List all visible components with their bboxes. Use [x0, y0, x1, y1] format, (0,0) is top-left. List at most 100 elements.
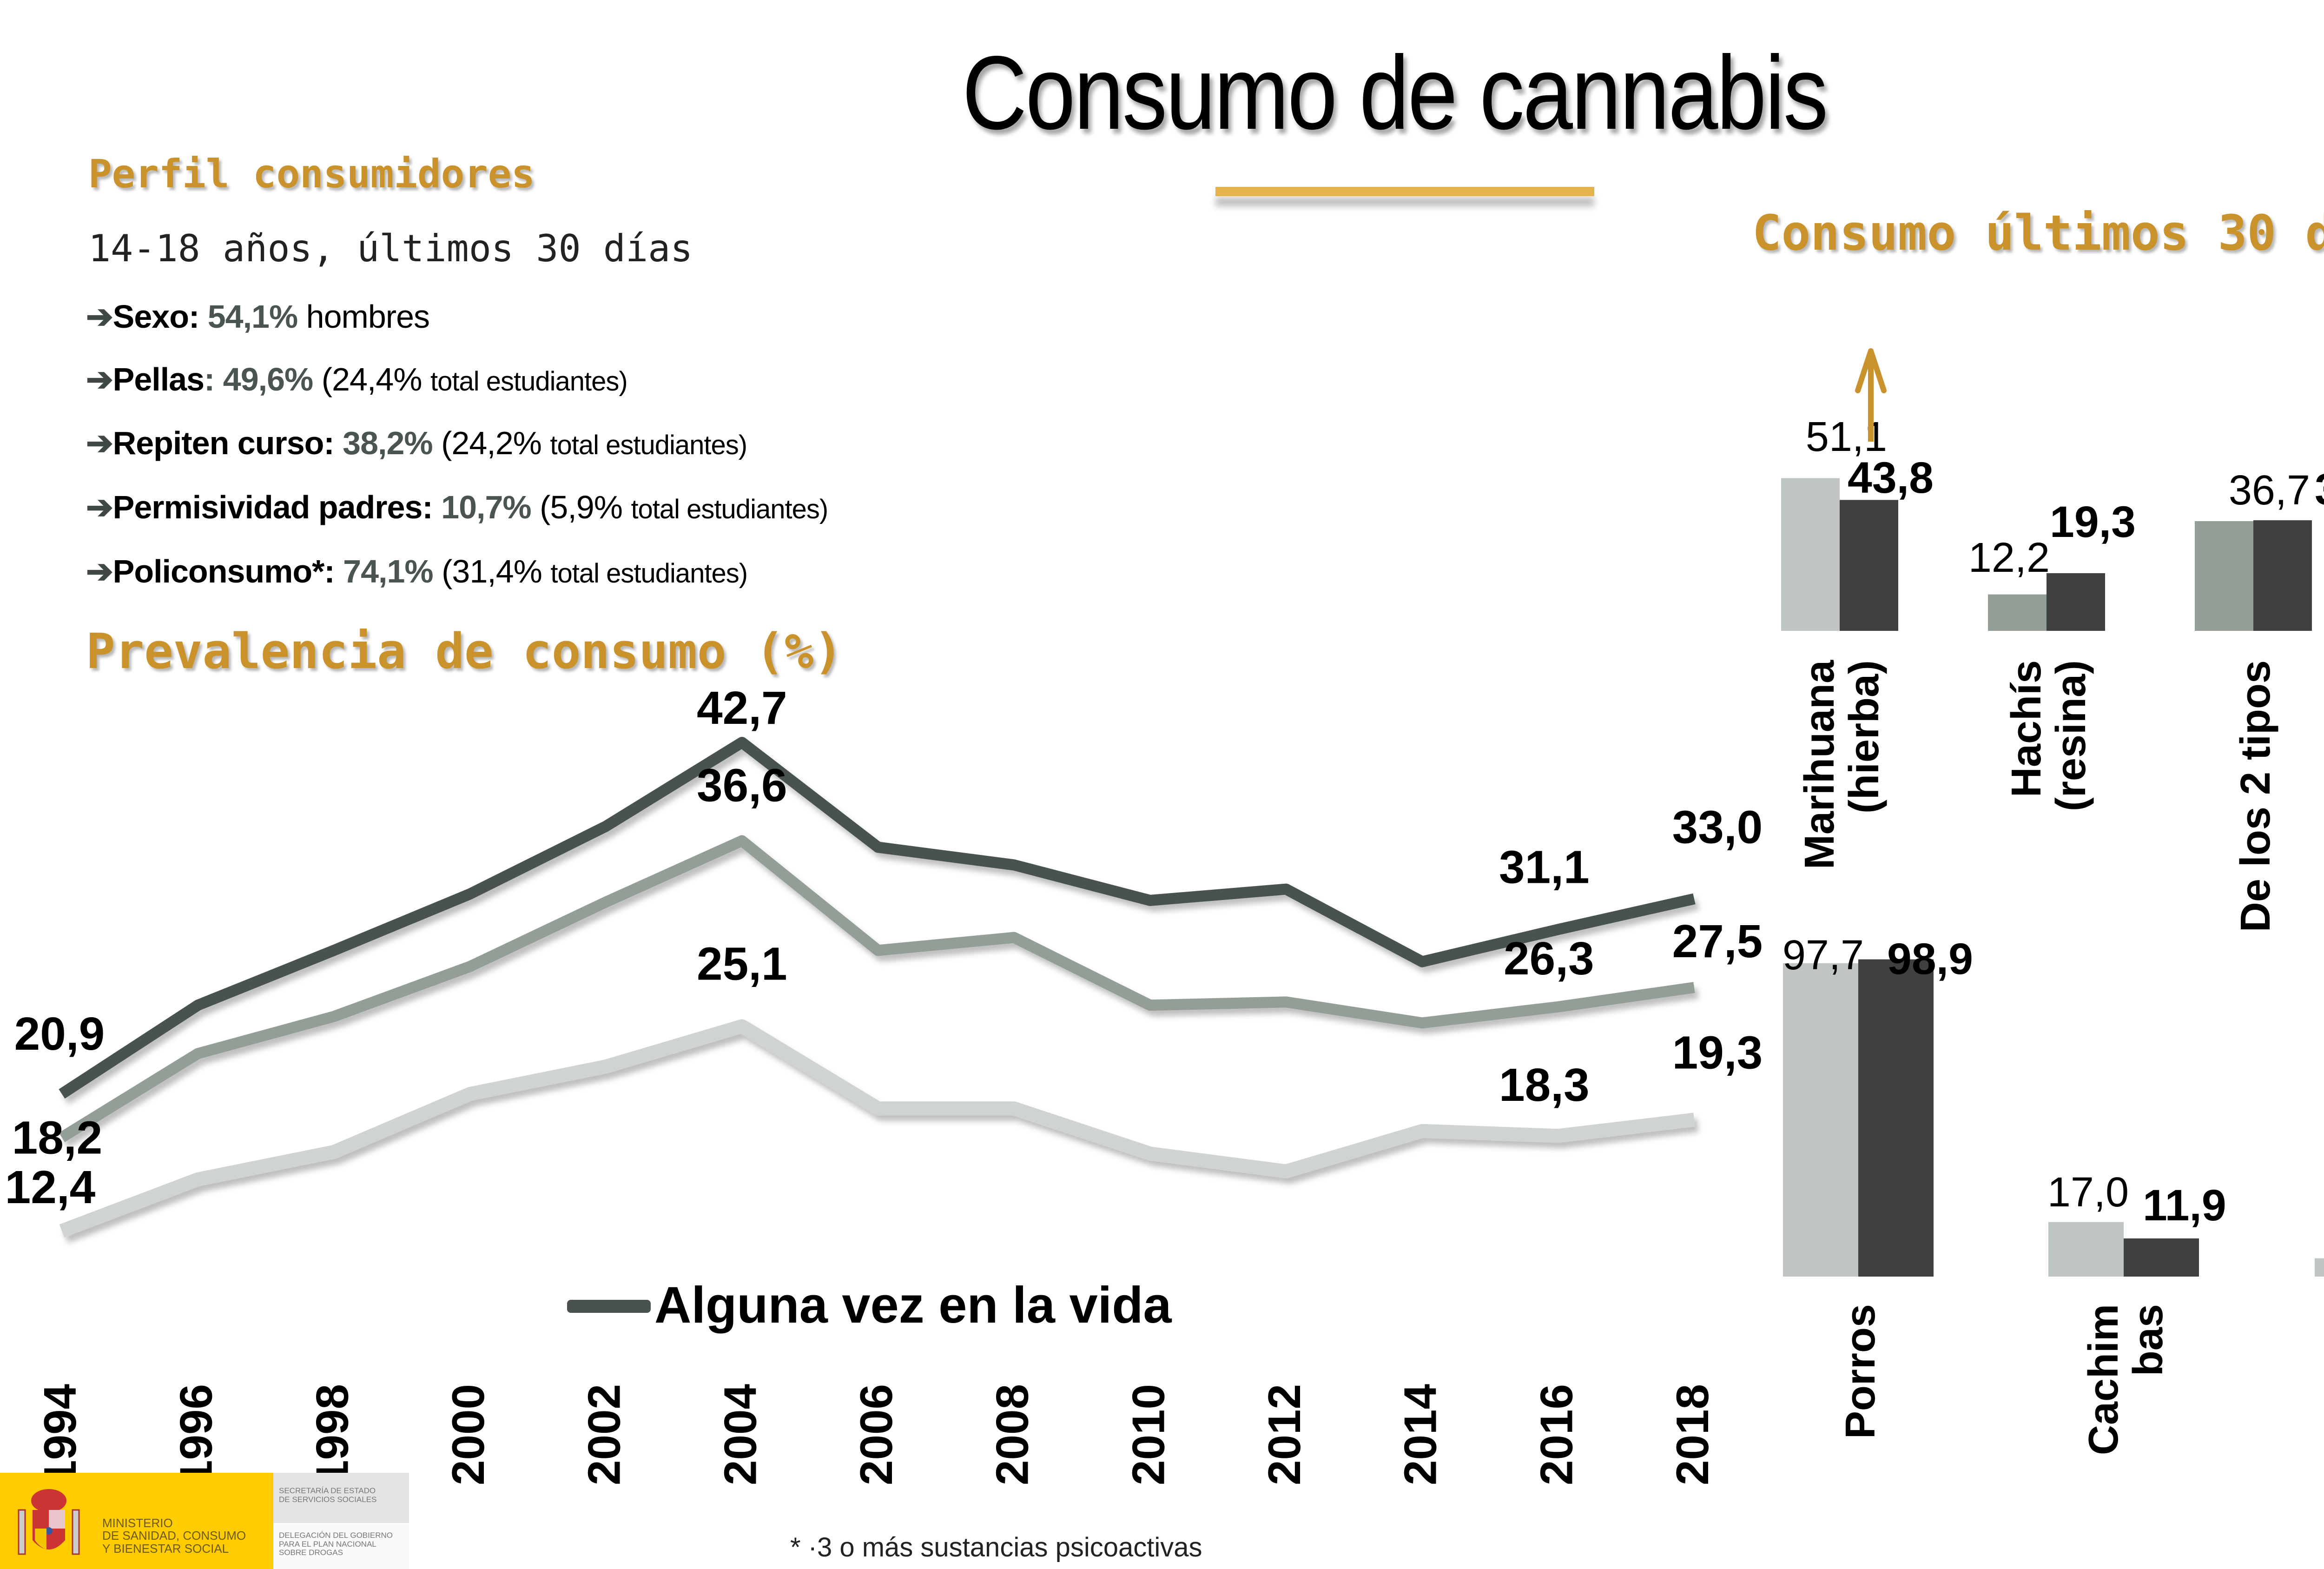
category-label: Cachim [2080, 1304, 2127, 1455]
perfil-item-small: total estudiantes) [631, 494, 828, 524]
perfil-item-small: total estudiantes) [430, 366, 628, 397]
category-label: Hachís [2003, 660, 2050, 797]
x-tick-label: 1994 [34, 1384, 86, 1485]
x-tick-label: 2000 [442, 1384, 494, 1485]
perfil-item-rest: (31,4% [433, 553, 551, 589]
perfil-subtitle: 14-18 años, últimos 30 días [88, 227, 693, 270]
bar-2016 [2195, 521, 2253, 631]
bar-2016 [1781, 478, 1840, 631]
perfil-item-rest: hombres [297, 298, 430, 335]
bar-label-2016: 12,2 [1968, 535, 2050, 581]
prevalencia-heading: Prevalencia de consumo (%) [86, 623, 843, 680]
line-data-label: 33,0 [1672, 801, 1763, 853]
bar-label-2018: 37,0 [2315, 465, 2324, 514]
line-data-label: 27,5 [1672, 915, 1763, 967]
category-label: (hierba) [1841, 660, 1888, 814]
category-label: bas [2125, 1304, 2172, 1376]
logo-secretaria-text: SECRETARÍA DE ESTADO DE SERVICIOS SOCIAL… [279, 1486, 377, 1504]
perfil-item-value: 54,1% [207, 298, 298, 335]
line-series-0 [59, 737, 1696, 1099]
bar-2018 [2124, 1238, 2199, 1277]
line-series-1 [59, 835, 1695, 1142]
up-arrow-head-icon [1855, 348, 1887, 393]
bar-2018 [2253, 520, 2312, 631]
line-data-label: 25,1 [697, 938, 787, 990]
bar-2018 [1840, 500, 1898, 631]
bar-2016 [1988, 594, 2047, 631]
footnote: * ·3 o más sustancias psicoactivas [790, 1532, 1202, 1562]
line-data-label: 19,3 [1672, 1027, 1763, 1079]
perfil-item-label: Repiten curso: [112, 425, 335, 461]
category-label: Porros [1837, 1304, 1884, 1439]
perfil-heading: Perfil consumidores [88, 151, 535, 197]
perfil-item-label: Sexo: [112, 298, 200, 335]
x-tick-label: 1998 [306, 1384, 357, 1485]
line-data-label: 20,9 [14, 1008, 105, 1060]
perfil-item-small: total estudiantes) [550, 430, 747, 460]
ministry-logo: MINISTERIO DE SANIDAD, CONSUMO Y BIENEST… [0, 1473, 409, 1569]
legend-swatch-lifetime [567, 1300, 651, 1313]
bar-label-2018: 11,9 [2143, 1181, 2226, 1230]
bar-2016 [2315, 1258, 2324, 1277]
x-tick-label: 2014 [1395, 1384, 1446, 1485]
perfil-item-small: total estudiantes) [550, 558, 748, 589]
consumo30-bar-chart: 51,143,8Marihuana(hierba)12,219,3Hachís(… [1781, 348, 2324, 932]
line-data-label: 18,3 [1499, 1059, 1590, 1111]
perfil-item-rest: (24,2% [432, 425, 550, 461]
arrow-right-icon: ➔ [86, 361, 113, 397]
perfil-item-value: : 49,6% [204, 361, 313, 397]
x-tick-label: 2002 [579, 1384, 630, 1485]
x-tick-label: 2012 [1259, 1384, 1310, 1485]
logo-grey-panel: SECRETARÍA DE ESTADO DE SERVICIOS SOCIAL… [273, 1473, 409, 1523]
logo-white-panel: DELEGACIÓN DEL GOBIERNO PARA EL PLAN NAC… [273, 1523, 409, 1569]
line-data-label: 36,6 [697, 760, 787, 812]
line-data-label: 42,7 [697, 682, 787, 734]
arrow-right-icon: ➔ [86, 553, 113, 589]
logo-delegacion-text: DELEGACIÓN DEL GOBIERNO PARA EL PLAN NAC… [279, 1531, 393, 1557]
bar-label-2018: 98,9 [1887, 934, 1973, 984]
x-tick-label: 2018 [1667, 1384, 1718, 1485]
perfil-item-label: Policonsumo*: [112, 553, 335, 589]
prevalence-line-chart: 20,9 42,7 31,1 33,0 18,2 36,6 26,3 27,5 12,4 25,1… [5, 682, 1763, 1485]
legend-label: Alguna vez en la vida [654, 1277, 1172, 1334]
perfil-item-value: 10,7% [432, 489, 531, 525]
line-data-label: 18,2 [12, 1112, 103, 1164]
perfil-item-value: 74,1% [334, 553, 433, 589]
arrow-right-icon: ➔ [86, 425, 113, 461]
x-tick-label: 1996 [171, 1384, 222, 1485]
perfil-item-rest: (24,4% [313, 361, 430, 397]
arrow-right-icon: ➔ [86, 298, 113, 335]
perfil-item: ➔Pellas: 49,6% (24,4% total estudiantes) [86, 360, 628, 398]
bar-label-2018: 43,8 [1848, 453, 1934, 503]
line-data-label: 31,1 [1499, 841, 1590, 893]
x-tick-label: 2010 [1122, 1384, 1174, 1485]
bar-label-2018: 19,3 [2050, 497, 2136, 547]
title-underline [1215, 187, 1594, 196]
perfil-item: ➔Sexo: 54,1% hombres [86, 298, 430, 336]
category-label: Marihuana [1796, 660, 1843, 869]
logo-yellow-panel: MINISTERIO DE SANIDAD, CONSUMO Y BIENEST… [0, 1473, 273, 1569]
perfil-item-label: Permisividad padres: [112, 489, 433, 525]
bar-2016 [1783, 963, 1858, 1277]
logo-ministry-text: MINISTERIO DE SANIDAD, CONSUMO Y BIENEST… [102, 1516, 246, 1556]
category-label: (resina) [2048, 660, 2094, 811]
x-tick-label: 2006 [851, 1384, 902, 1485]
perfil-item: ➔Policonsumo*: 74,1% (31,4% total estudi… [86, 552, 748, 590]
perfil-item-value: 38,2% [334, 425, 433, 461]
bar-label-2016: 17,0 [2047, 1169, 2129, 1216]
bar-label-2016: 97,7 [1783, 932, 1864, 979]
line-data-label: 12,4 [5, 1161, 96, 1213]
x-tick-label: 2008 [987, 1384, 1038, 1485]
coat-of-arms-icon [18, 1489, 80, 1555]
bar-2018 [1858, 959, 1934, 1277]
arrow-right-icon: ➔ [86, 489, 113, 525]
line-series-2 [59, 1019, 1695, 1238]
bar-2018 [2047, 573, 2105, 631]
forma-consumo-bar-chart: 97,798,9Porros17,011,9Cachimbas5,72,0Vía… [1783, 932, 2324, 1455]
perfil-item: ➔Repiten curso: 38,2% (24,2% total estud… [86, 424, 747, 462]
perfil-item-label: Pellas [112, 361, 205, 397]
bar-label-2016: 36,7 [2229, 467, 2310, 514]
line-data-label: 26,3 [1504, 933, 1594, 985]
x-tick-label: 2004 [714, 1384, 766, 1485]
